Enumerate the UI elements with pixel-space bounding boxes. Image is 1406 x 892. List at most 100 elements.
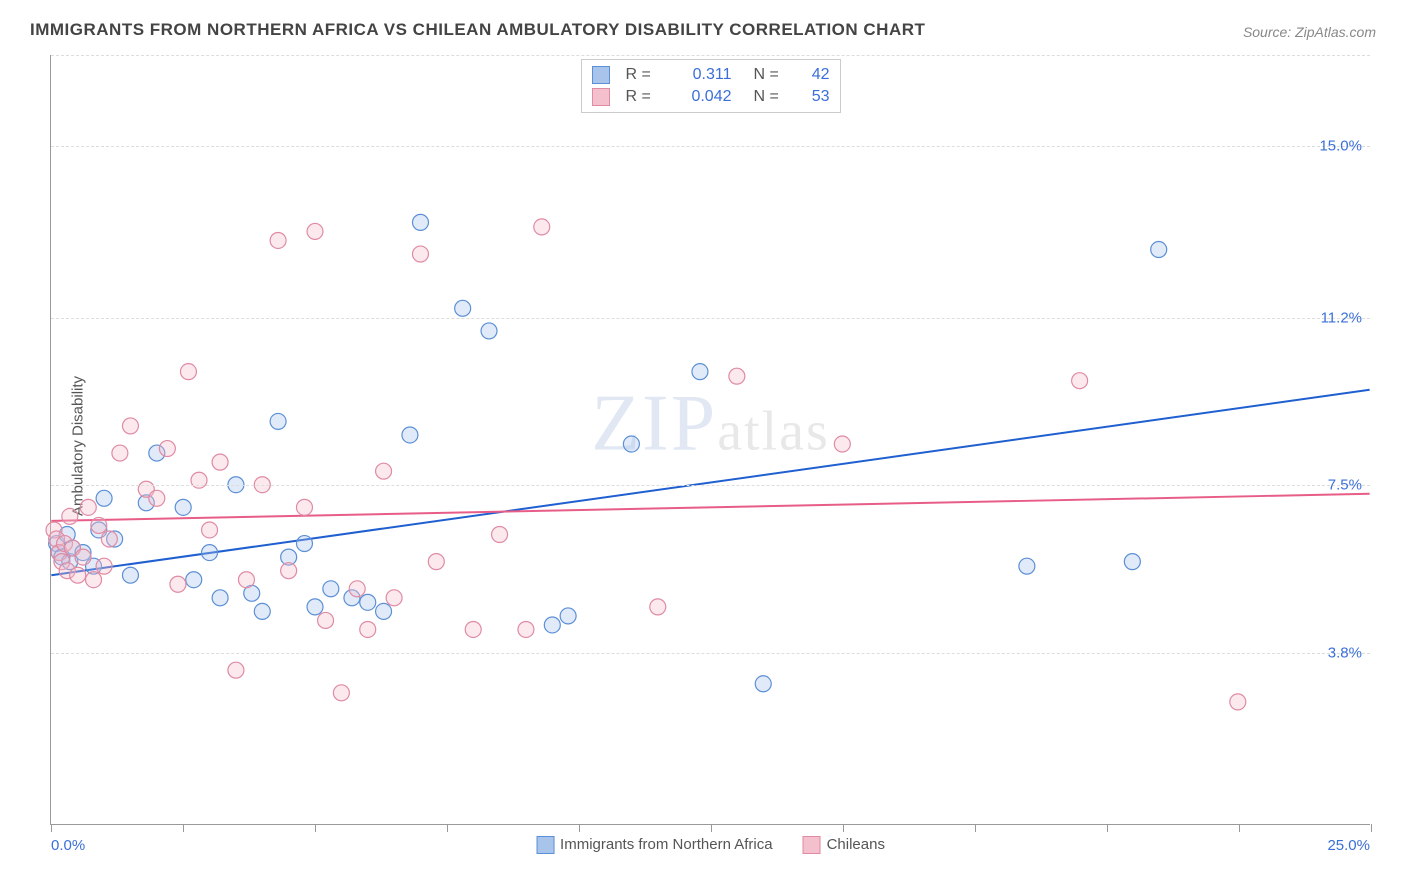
data-point bbox=[96, 490, 112, 506]
data-point bbox=[122, 418, 138, 434]
data-point bbox=[86, 572, 102, 588]
data-point bbox=[349, 581, 365, 597]
legend-swatch bbox=[592, 88, 610, 106]
data-point bbox=[412, 214, 428, 230]
data-point bbox=[70, 567, 86, 583]
x-tick bbox=[1239, 824, 1240, 832]
x-tick bbox=[1371, 824, 1372, 832]
legend-swatch bbox=[592, 66, 610, 84]
x-axis-max-label: 25.0% bbox=[1327, 837, 1370, 854]
data-point bbox=[212, 454, 228, 470]
legend-swatch bbox=[803, 836, 821, 854]
gridline bbox=[51, 55, 1370, 56]
data-point bbox=[202, 522, 218, 538]
data-point bbox=[544, 617, 560, 633]
legend-item: Chileans bbox=[803, 836, 885, 854]
y-tick-label: 15.0% bbox=[1319, 137, 1362, 154]
data-point bbox=[455, 300, 471, 316]
x-tick bbox=[183, 824, 184, 832]
trend-line bbox=[51, 390, 1369, 575]
data-point bbox=[80, 499, 96, 515]
data-point bbox=[228, 662, 244, 678]
data-point bbox=[96, 558, 112, 574]
data-point bbox=[386, 590, 402, 606]
y-tick-label: 11.2% bbox=[1321, 309, 1362, 326]
data-point bbox=[75, 549, 91, 565]
x-tick bbox=[447, 824, 448, 832]
data-point bbox=[333, 685, 349, 701]
data-point bbox=[170, 576, 186, 592]
data-point bbox=[376, 463, 392, 479]
x-axis-min-label: 0.0% bbox=[51, 837, 85, 854]
n-label: N = bbox=[754, 88, 790, 106]
data-point bbox=[1019, 558, 1035, 574]
legend-label: Immigrants from Northern Africa bbox=[560, 836, 773, 853]
gridline bbox=[51, 318, 1370, 319]
data-point bbox=[159, 441, 175, 457]
data-point bbox=[360, 594, 376, 610]
data-point bbox=[1124, 554, 1140, 570]
data-point bbox=[650, 599, 666, 615]
data-point bbox=[307, 223, 323, 239]
data-point bbox=[180, 364, 196, 380]
data-point bbox=[270, 232, 286, 248]
data-point bbox=[1230, 694, 1246, 710]
data-point bbox=[534, 219, 550, 235]
y-tick-label: 7.5% bbox=[1328, 477, 1362, 494]
data-point bbox=[560, 608, 576, 624]
data-point bbox=[623, 436, 639, 452]
data-point bbox=[186, 572, 202, 588]
data-point bbox=[212, 590, 228, 606]
data-point bbox=[428, 554, 444, 570]
y-tick-label: 3.8% bbox=[1328, 644, 1362, 661]
gridline bbox=[51, 485, 1370, 486]
data-point bbox=[91, 517, 107, 533]
data-point bbox=[318, 612, 334, 628]
n-value: 53 bbox=[800, 88, 830, 106]
data-point bbox=[834, 436, 850, 452]
x-tick bbox=[579, 824, 580, 832]
data-point bbox=[175, 499, 191, 515]
gridline bbox=[51, 653, 1370, 654]
data-point bbox=[1151, 242, 1167, 258]
data-point bbox=[62, 508, 78, 524]
correlation-legend: R =0.311N =42R =0.042N =53 bbox=[581, 59, 841, 113]
data-point bbox=[692, 364, 708, 380]
data-point bbox=[112, 445, 128, 461]
x-tick bbox=[51, 824, 52, 832]
gridline bbox=[51, 146, 1370, 147]
data-point bbox=[729, 368, 745, 384]
legend-swatch bbox=[536, 836, 554, 854]
data-point bbox=[755, 676, 771, 692]
plot-area: ZIPatlas R =0.311N =42R =0.042N =53 0.0%… bbox=[50, 55, 1370, 825]
data-point bbox=[202, 545, 218, 561]
r-label: R = bbox=[626, 88, 662, 106]
data-point bbox=[376, 603, 392, 619]
data-point bbox=[481, 323, 497, 339]
data-point bbox=[238, 572, 254, 588]
x-tick bbox=[1107, 824, 1108, 832]
chart-svg bbox=[51, 55, 1370, 824]
data-point bbox=[296, 499, 312, 515]
r-label: R = bbox=[626, 66, 662, 84]
x-tick bbox=[315, 824, 316, 832]
trend-line bbox=[51, 494, 1369, 521]
data-point bbox=[402, 427, 418, 443]
x-tick bbox=[975, 824, 976, 832]
n-value: 42 bbox=[800, 66, 830, 84]
data-point bbox=[307, 599, 323, 615]
r-value: 0.042 bbox=[672, 88, 732, 106]
legend-label: Chileans bbox=[827, 836, 885, 853]
legend-item: Immigrants from Northern Africa bbox=[536, 836, 773, 854]
data-point bbox=[296, 536, 312, 552]
chart-title: IMMIGRANTS FROM NORTHERN AFRICA VS CHILE… bbox=[30, 20, 925, 40]
data-point bbox=[122, 567, 138, 583]
data-point bbox=[101, 531, 117, 547]
data-point bbox=[518, 621, 534, 637]
data-point bbox=[254, 603, 270, 619]
data-point bbox=[360, 621, 376, 637]
data-point bbox=[323, 581, 339, 597]
x-tick bbox=[843, 824, 844, 832]
correlation-legend-row: R =0.311N =42 bbox=[592, 64, 830, 86]
series-legend: Immigrants from Northern Africa Chileans bbox=[536, 836, 885, 854]
